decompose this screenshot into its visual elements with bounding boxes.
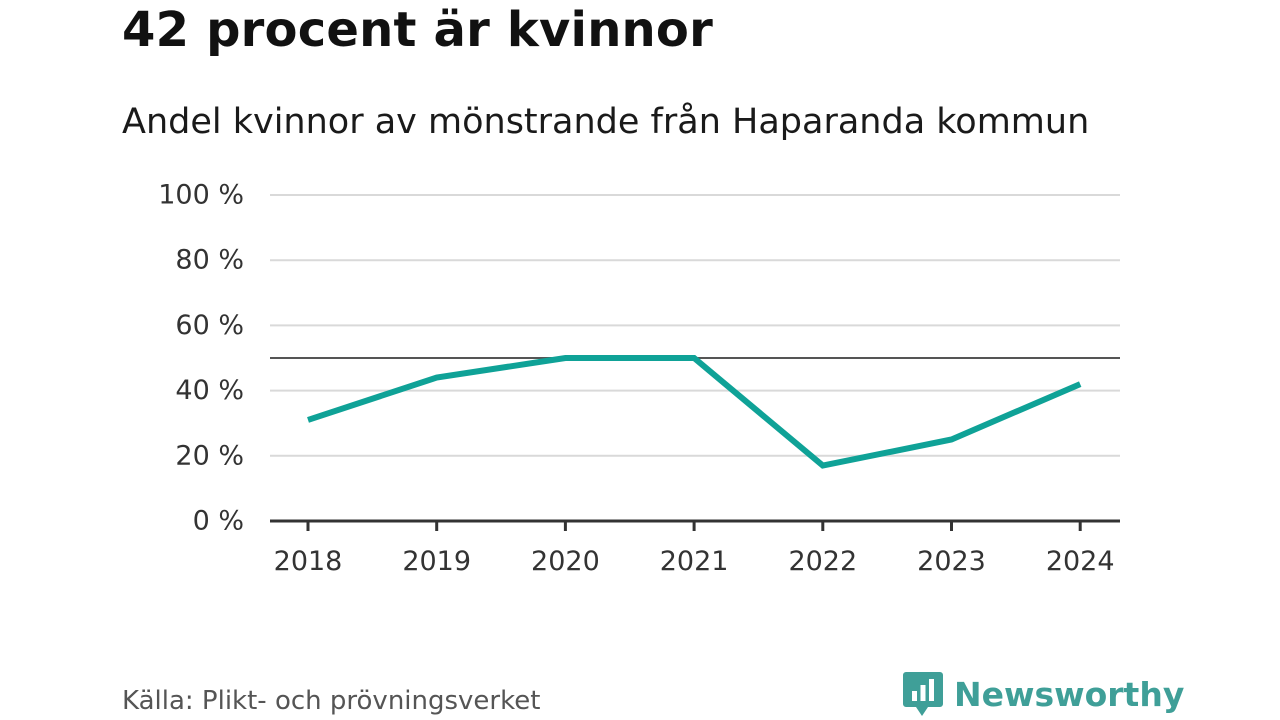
y-tick-label: 100 % [158, 180, 244, 211]
newsworthy-logo-icon [903, 672, 943, 716]
logo-bar-2 [920, 685, 926, 701]
logo-bar-1 [912, 691, 917, 701]
x-tick-label: 2022 [788, 546, 857, 577]
y-tick-label: 0 % [193, 506, 244, 537]
chart-subtitle: Andel kvinnor av mönstrande från Haparan… [122, 102, 1090, 142]
brand-logo: Newsworthy [902, 670, 1184, 718]
x-tick-label: 2021 [660, 546, 729, 577]
y-tick-label: 20 % [175, 440, 244, 471]
x-tick-label: 2023 [917, 546, 986, 577]
y-tick-label: 80 % [175, 245, 244, 276]
y-tick-label: 60 % [175, 310, 244, 341]
logo-bar-3 [929, 679, 934, 701]
series-line [307, 355, 1082, 469]
y-tick-label: 40 % [175, 375, 244, 406]
brand-name: Newsworthy [954, 674, 1185, 714]
chart-title: 42 procent är kvinnor [122, 2, 713, 58]
x-tick-label: 2020 [531, 546, 600, 577]
x-tick-label: 2018 [274, 546, 343, 577]
x-tick-label: 2024 [1046, 546, 1115, 577]
x-tick-label: 2019 [402, 546, 471, 577]
source-note: Källa: Plikt- och prövningsverket [122, 686, 541, 716]
